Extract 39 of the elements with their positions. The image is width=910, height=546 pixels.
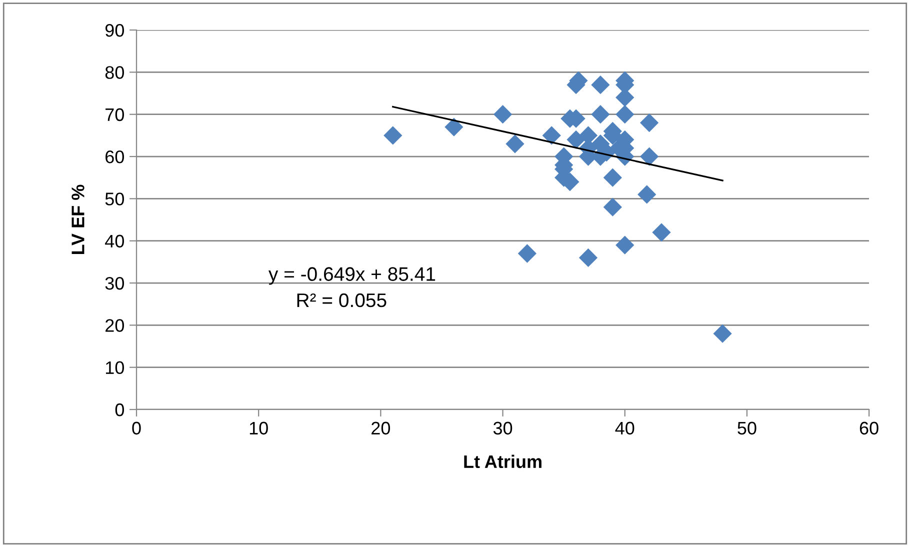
x-tick-label: 50: [738, 422, 756, 435]
x-tick-label: 60: [860, 422, 878, 435]
y-tick-label: 80: [105, 66, 124, 79]
x-tick-label: 10: [250, 422, 268, 435]
point: [652, 223, 671, 242]
annotation: R² = 0.055: [297, 293, 386, 308]
point: [640, 147, 659, 166]
point: [616, 105, 634, 124]
point: [518, 244, 537, 263]
point: [591, 76, 610, 94]
point: [640, 113, 659, 132]
point: [542, 126, 561, 145]
point: [713, 324, 732, 343]
y-tick-label: 10: [106, 361, 124, 374]
x-tick-label: 40: [615, 422, 634, 435]
point: [493, 105, 512, 124]
point: [616, 236, 634, 254]
x-tick-label: 20: [372, 422, 390, 435]
y-tick-label: 20: [106, 319, 124, 332]
y-tick-label: 40: [105, 234, 124, 248]
y-tick-label: 70: [106, 108, 124, 122]
x-tick-label: 30: [493, 422, 512, 435]
point: [578, 248, 598, 268]
point: [638, 185, 656, 204]
y-tick-label: 0: [115, 403, 124, 416]
point: [444, 118, 464, 136]
point: [603, 198, 622, 216]
y-tick-label: 50: [105, 192, 124, 206]
x-tick-label: 0: [132, 422, 141, 435]
point: [384, 126, 402, 145]
y-tick-label: 30: [105, 276, 124, 290]
x-axis-title: Lt Atrium: [464, 454, 542, 468]
point: [591, 105, 610, 124]
point: [506, 134, 524, 154]
y-axis-title: LV EF %: [72, 184, 84, 254]
y-tick-label: 90: [105, 24, 124, 37]
point: [603, 168, 622, 187]
annotation: y = -0.649x + 85.41: [268, 267, 436, 285]
y-tick-label: 60: [106, 150, 124, 164]
